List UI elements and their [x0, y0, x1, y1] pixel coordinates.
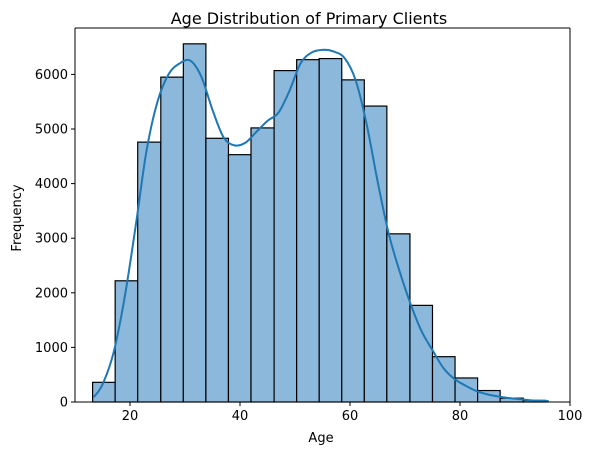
histogram-bar — [363, 105, 388, 403]
histogram-bar — [273, 69, 298, 403]
y-axis-label: Frequency — [10, 184, 25, 251]
histogram-bar — [431, 356, 456, 403]
y-tick-label: 6000 — [35, 68, 68, 83]
histogram-bar — [409, 304, 434, 403]
kde-curve — [93, 48, 549, 403]
histogram-bar — [341, 79, 365, 403]
histogram-bar — [386, 233, 411, 403]
x-tick-label: 100 — [558, 409, 583, 424]
histogram-bar — [160, 76, 184, 403]
x-axis-ticks: 20 40 60 80 100 — [122, 402, 583, 424]
histogram-bar — [205, 137, 230, 403]
histogram-bar — [318, 57, 343, 403]
histogram-bar — [227, 154, 252, 403]
y-tick-label: 5000 — [35, 123, 68, 138]
x-tick-label: 40 — [232, 409, 249, 424]
y-tick-label: 0 — [60, 396, 68, 411]
histogram-bar — [91, 381, 116, 403]
y-tick-label: 1000 — [35, 341, 68, 356]
histogram-bar — [114, 280, 139, 403]
histogram-bar — [182, 43, 207, 403]
y-tick-label: 3000 — [35, 232, 68, 247]
x-tick-label: 80 — [452, 409, 469, 424]
x-tick-label: 60 — [342, 409, 359, 424]
y-tick-label: 2000 — [35, 286, 68, 301]
histogram-bar — [296, 59, 320, 403]
y-tick-label: 4000 — [35, 177, 68, 192]
chart-title: Age Distribution of Primary Clients — [171, 9, 448, 28]
axes-frame — [74, 27, 571, 403]
y-axis-ticks: 0 1000 2000 3000 4000 5000 6000 — [35, 68, 75, 411]
histogram-bars — [91, 43, 547, 403]
histogram-bar — [250, 127, 275, 403]
x-axis-label: Age — [308, 431, 333, 446]
x-tick-label: 20 — [122, 409, 139, 424]
